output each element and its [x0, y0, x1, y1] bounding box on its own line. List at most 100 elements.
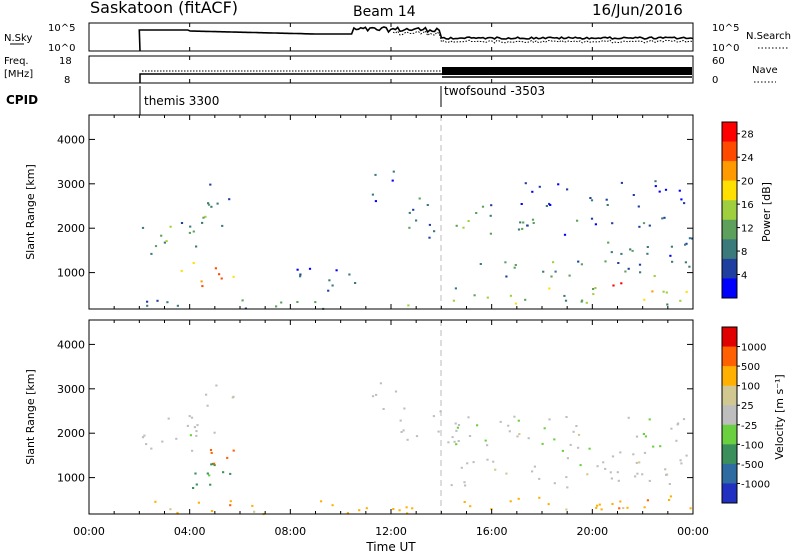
scatter-cell: [595, 506, 598, 509]
scatter-cell: [643, 298, 646, 301]
scatter-cell: [406, 512, 409, 515]
x-axis-title: Time UT: [365, 540, 416, 554]
scatter-cell: [457, 440, 460, 442]
scatter-cell: [210, 463, 213, 466]
scatter-cell: [627, 267, 630, 270]
scatter-cell: [406, 438, 409, 441]
y-tick-label: 3000: [57, 383, 85, 396]
scatter-cell: [509, 294, 512, 297]
scatter-cell: [180, 222, 184, 224]
scatter-cell: [517, 497, 520, 500]
scatter-cell: [653, 275, 656, 277]
scatter-cell: [654, 185, 657, 188]
scatter-cell: [202, 216, 205, 219]
scatter-cell: [553, 438, 556, 441]
scatter-cell: [637, 205, 640, 208]
scatter-cell: [505, 275, 508, 278]
scatter-cell: [685, 242, 688, 245]
scatter-cell: [486, 296, 489, 299]
scatter-cell: [590, 217, 594, 220]
scatter-cell: [611, 455, 615, 458]
colorbar-tick-label: 16: [741, 200, 754, 211]
colorbar-tick-label: -500: [741, 460, 764, 471]
cpid-program-1: themis 3300: [144, 94, 219, 108]
scatter-cell: [354, 282, 357, 284]
scatter-cell: [683, 202, 686, 205]
scatter-cell: [460, 466, 463, 469]
scatter-cell: [664, 188, 668, 191]
scatter-cell: [668, 499, 671, 501]
scatter-cell: [548, 287, 551, 290]
scatter-cell: [232, 275, 235, 278]
colorbar-swatch: [722, 161, 737, 182]
scatter-cell: [600, 508, 603, 511]
nave-tick-bottom: 0: [712, 75, 718, 86]
scatter-cell: [428, 236, 431, 239]
scatter-cell: [161, 440, 164, 443]
scatter-cell: [565, 508, 568, 511]
scatter-cell: [670, 427, 673, 430]
scatter-cell: [197, 501, 200, 504]
x-tick-label: 00:00: [73, 525, 105, 538]
scatter-cell: [196, 424, 199, 427]
scatter-cell: [190, 416, 194, 419]
colorbar-swatch: [722, 424, 737, 445]
freq-label-line1: Freq.: [4, 56, 29, 67]
scatter-cell: [619, 451, 622, 454]
colorbar-swatch: [722, 483, 737, 504]
scatter-cell: [527, 437, 530, 440]
scatter-cell: [577, 446, 580, 449]
scatter-cell: [531, 190, 534, 193]
scatter-cell: [643, 506, 646, 509]
scatter-cell: [684, 261, 687, 264]
power-data: [141, 170, 694, 310]
scatter-cell: [679, 459, 682, 462]
scatter-cell: [229, 500, 232, 503]
scatter-cell: [668, 483, 671, 485]
scatter-cell: [141, 436, 145, 439]
scatter-cell: [620, 282, 623, 285]
scatter-cell: [589, 197, 592, 199]
scatter-cell: [175, 437, 178, 440]
scatter-cell: [638, 263, 642, 266]
nave-tick-top: 60: [712, 56, 725, 67]
scatter-cell: [642, 222, 646, 225]
scatter-cell: [659, 445, 662, 448]
scatter-cell: [154, 245, 158, 248]
scatter-cell: [433, 230, 436, 233]
scatter-cell: [514, 302, 517, 305]
scatter-cell: [553, 482, 556, 485]
scatter-cell: [566, 188, 569, 191]
scatter-cell: [426, 204, 429, 206]
x-tick-label: 16:00: [476, 525, 508, 538]
scatter-cell: [167, 417, 170, 420]
scatter-cell: [538, 477, 541, 480]
scatter-cell: [679, 299, 682, 302]
scatter-cell: [635, 461, 638, 464]
velocity-y-axis: 1000 2000 3000 4000: [57, 338, 693, 485]
scatter-cell: [280, 301, 283, 304]
colorbar-swatch: [722, 385, 737, 406]
scatter-cell: [635, 435, 639, 438]
colorbar-tick-label: 4: [741, 271, 747, 282]
scatter-cell: [626, 506, 629, 509]
scatter-cell: [452, 299, 455, 302]
scatter-cell: [492, 460, 495, 463]
velocity-plot-area: [89, 320, 693, 514]
scatter-cell: [517, 419, 520, 422]
scatter-cell: [586, 473, 589, 476]
colorbar-swatch: [722, 200, 737, 221]
scatter-cell: [150, 252, 153, 255]
scatter-cell: [455, 443, 458, 446]
colorbar-frame: [721, 121, 738, 299]
scatter-cell: [437, 430, 440, 433]
cpid-label: CPID: [6, 93, 38, 107]
scatter-cell: [689, 507, 692, 510]
scatter-cell: [143, 434, 146, 437]
colorbar-swatch: [722, 239, 737, 260]
scatter-cell: [580, 300, 583, 303]
velocity-colorbar-label: Velocity [m s⁻¹]: [773, 374, 786, 459]
scatter-cell: [563, 233, 567, 236]
scatter-cell: [648, 418, 651, 421]
